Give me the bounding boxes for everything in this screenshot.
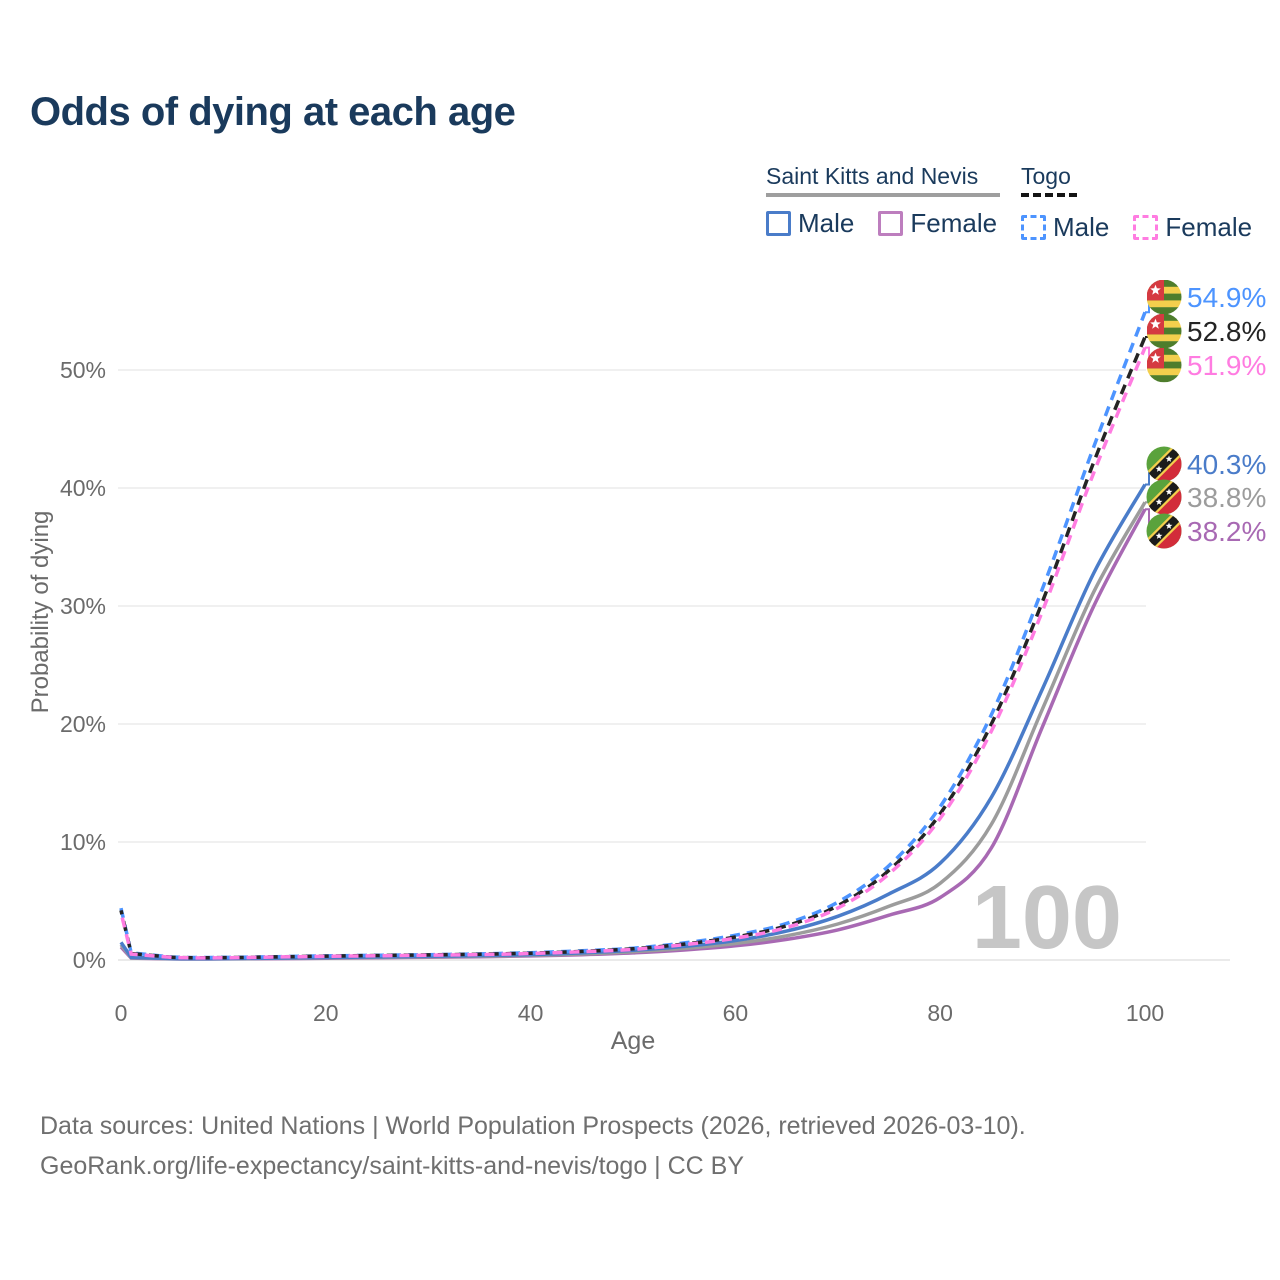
line-togo-female xyxy=(119,346,1147,960)
skn-female-swatch-icon xyxy=(878,211,904,237)
end-value-label-togo-female: 51.9% xyxy=(1187,350,1266,381)
legend-item-togo-male[interactable]: Male xyxy=(1021,212,1109,243)
legend-country-label: Saint Kitts and Nevis xyxy=(766,163,979,189)
end-value-label-togo-combined: 52.8% xyxy=(1187,316,1266,347)
x-tick-label: 60 xyxy=(723,1000,749,1026)
legend-underline-dashed xyxy=(1021,193,1077,201)
legend-item-skn-male[interactable]: Male xyxy=(766,208,854,239)
y-tick-label: 30% xyxy=(60,593,106,619)
line-togo-male xyxy=(119,311,1147,960)
legend-item-togo-female[interactable]: Female xyxy=(1133,212,1252,243)
x-tick-label: 100 xyxy=(1126,1000,1164,1026)
data-source-text: Data sources: United Nations | World Pop… xyxy=(40,1112,1026,1140)
y-tick-label: 10% xyxy=(60,829,106,855)
legend-country-label: Togo xyxy=(1021,163,1071,189)
x-axis-title: Age xyxy=(611,1027,655,1055)
togo-female-swatch-icon xyxy=(1133,215,1159,241)
end-value-label-togo-male: 54.9% xyxy=(1187,282,1266,313)
y-tick-label: 0% xyxy=(73,947,106,973)
end-value-label-skn-female: 38.2% xyxy=(1187,516,1266,547)
skn-male-swatch-icon xyxy=(766,211,791,237)
togo-flag-icon xyxy=(1147,280,1182,315)
legend-item-label: Male xyxy=(798,208,855,239)
legend-item-label: Male xyxy=(1053,212,1110,243)
legend-group-togo: Togo Male Female xyxy=(1021,163,1252,243)
legend-item-label: Female xyxy=(1165,212,1253,243)
footer: Data sources: United Nations | World Pop… xyxy=(40,1106,1026,1186)
legend-item-skn-female[interactable]: Female xyxy=(878,208,997,239)
y-axis-title: Probability of dying xyxy=(27,511,54,714)
page-title: Odds of dying at each age xyxy=(30,90,516,134)
x-tick-label: 80 xyxy=(927,1000,953,1026)
x-tick-label: 20 xyxy=(313,1000,339,1026)
y-tick-label: 40% xyxy=(60,475,106,501)
legend-underline-solid xyxy=(766,193,1000,198)
x-tick-label: 40 xyxy=(518,1000,544,1026)
attribution-text: GeoRank.org/life-expectancy/saint-kitts-… xyxy=(40,1152,745,1180)
line-togo-combined xyxy=(119,336,1147,960)
y-tick-label: 50% xyxy=(60,357,106,383)
legend-item-label: Female xyxy=(910,208,998,239)
togo-male-swatch-icon xyxy=(1021,215,1046,241)
x-tick-label: 0 xyxy=(115,1000,128,1026)
end-value-label-skn-combined: 38.8% xyxy=(1187,482,1266,513)
y-tick-label: 20% xyxy=(60,711,106,737)
watermark-age-counter: 100 xyxy=(972,868,1122,968)
legend-group-saint-kitts-and-nevis: Saint Kitts and Nevis Male Female xyxy=(766,163,1000,239)
togo-flag-icon xyxy=(1147,314,1182,349)
end-value-label-skn-male: 40.3% xyxy=(1187,449,1266,480)
togo-flag-icon xyxy=(1147,348,1182,383)
